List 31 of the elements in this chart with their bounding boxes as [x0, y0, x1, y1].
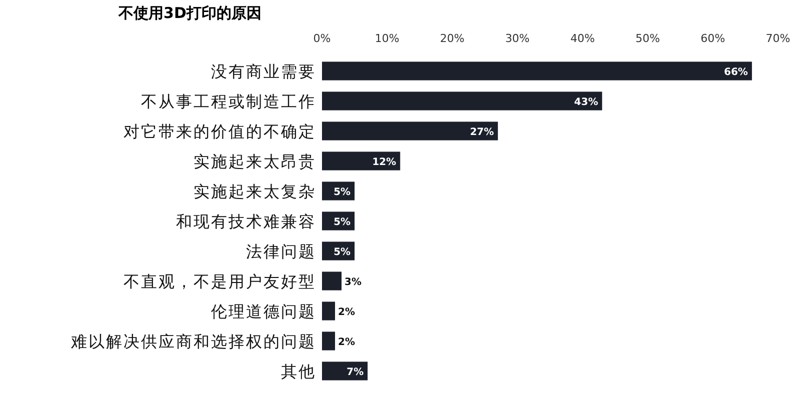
title: 不使用3D打印的原因 [118, 4, 262, 22]
value-label: 2% [338, 307, 356, 318]
xtick: 0% [313, 32, 331, 45]
xtick: 50% [636, 32, 660, 45]
value-label: 3% [344, 277, 362, 288]
value-label: 12% [372, 157, 396, 168]
category: 不从事工程或制造工作 [141, 92, 316, 111]
xtick: 40% [570, 32, 595, 45]
category: 和现有技术难兼容 [176, 212, 316, 231]
value-label: 5% [334, 187, 351, 198]
xtick: 70% [766, 32, 790, 45]
xtick: 30% [505, 32, 530, 45]
value-label: 66% [724, 67, 748, 78]
category: 对它带来的价值的不确定 [124, 122, 316, 141]
xtick: 60% [700, 32, 726, 45]
xtick: 10% [374, 32, 400, 45]
value-label: 27% [470, 127, 494, 138]
category: 不直观，不是用户友好型 [124, 272, 316, 291]
category: 实施起来太昂贵 [194, 152, 316, 171]
category: 难以解决供应商和选择权的问题 [71, 332, 316, 351]
category: 法律问题 [246, 242, 316, 261]
category: 其他 [281, 362, 316, 381]
value-label: 43% [574, 97, 598, 108]
category: 实施起来太复杂 [194, 182, 316, 201]
value-label: 7% [346, 367, 364, 378]
value-label: 5% [334, 247, 351, 258]
xtick: 20% [440, 32, 464, 45]
category: 伦理道德问题 [211, 302, 316, 321]
value-label: 5% [334, 217, 351, 228]
value-label: 2% [338, 337, 356, 348]
category: 没有商业需要 [211, 62, 316, 81]
